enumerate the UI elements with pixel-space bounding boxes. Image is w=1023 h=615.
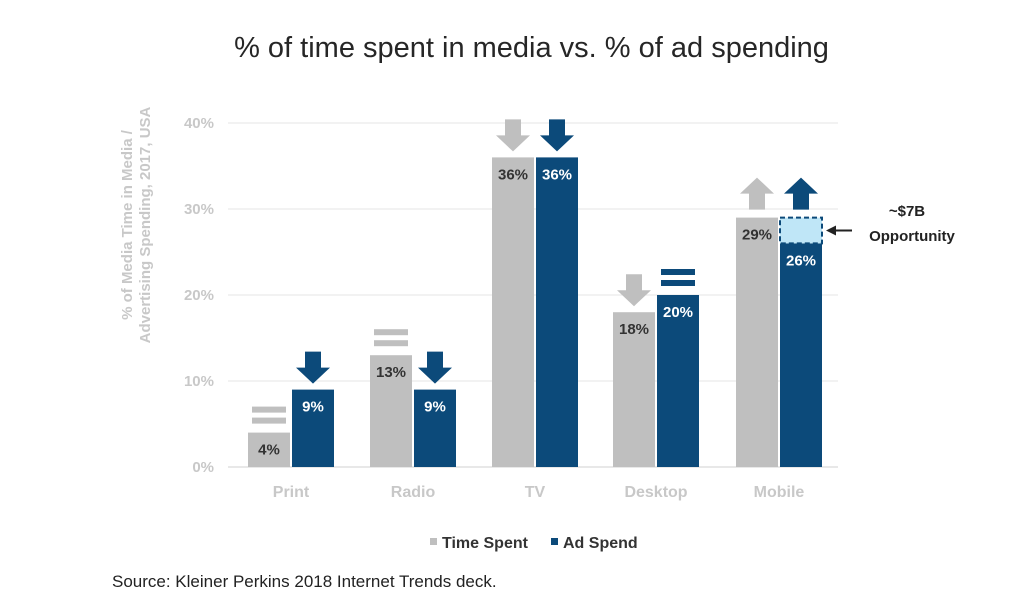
- equal-icon: [374, 329, 408, 336]
- data-label: 9%: [302, 399, 324, 416]
- data-label: 29%: [742, 227, 772, 244]
- arrow-up-icon: [740, 177, 774, 210]
- bar-time-spent: [492, 157, 534, 467]
- data-label: 9%: [424, 399, 446, 416]
- y-tick-label: 20%: [184, 287, 214, 304]
- legend-label: Ad Spend: [563, 535, 638, 552]
- arrow-left-icon: [826, 225, 836, 236]
- x-tick-label: Radio: [391, 484, 436, 501]
- y-axis-label-line: % of Media Time in Media /: [119, 129, 136, 320]
- equal-icon: [661, 280, 695, 286]
- data-label: 13%: [376, 364, 406, 381]
- bar-time-spent: [613, 312, 655, 467]
- data-label: 36%: [498, 166, 528, 183]
- data-label: 4%: [258, 442, 280, 459]
- arrow-down-icon: [418, 351, 452, 384]
- y-tick-label: 0%: [192, 459, 214, 476]
- y-tick-label: 30%: [184, 201, 214, 218]
- opportunity-gap-box: [779, 216, 823, 245]
- equal-icon: [374, 340, 408, 347]
- bar-time-spent: [370, 355, 412, 467]
- legend-swatch: [430, 538, 437, 545]
- source-note: Source: Kleiner Perkins 2018 Internet Tr…: [112, 572, 497, 591]
- chart-title: % of time spent in media vs. % of ad spe…: [234, 32, 829, 64]
- data-label: 18%: [619, 321, 649, 338]
- arrow-down-icon: [617, 274, 651, 307]
- arrow-down-icon: [540, 119, 574, 152]
- bar-time-spent: [736, 217, 778, 467]
- x-tick-label: Print: [273, 484, 310, 501]
- data-label: 26%: [786, 252, 816, 269]
- bar-ad-spend: [536, 157, 578, 467]
- equal-icon: [661, 269, 695, 275]
- equal-icon: [252, 417, 286, 424]
- x-tick-label: Desktop: [624, 484, 687, 501]
- arrow-up-icon: [784, 177, 818, 210]
- bar-ad-spend: [292, 389, 334, 467]
- legend-label: Time Spent: [442, 535, 529, 552]
- y-axis-label-line: Advertising Spending, 2017, USA: [137, 106, 154, 343]
- opportunity-value: ~$7B: [889, 203, 925, 220]
- bar-time-spent: [248, 432, 290, 467]
- arrow-down-icon: [496, 119, 530, 152]
- arrow-down-icon: [296, 351, 330, 384]
- equal-icon: [252, 406, 286, 413]
- x-tick-label: Mobile: [754, 484, 805, 501]
- y-tick-label: 10%: [184, 373, 214, 390]
- data-label: 36%: [542, 166, 572, 183]
- bar-ad-spend: [657, 295, 699, 467]
- bar-ad-spend: [780, 243, 822, 467]
- y-tick-label: 40%: [184, 115, 214, 132]
- opportunity-label: Opportunity: [869, 228, 955, 245]
- legend-swatch: [551, 538, 558, 545]
- x-tick-label: TV: [525, 484, 546, 501]
- bar-ad-spend: [414, 389, 456, 467]
- data-label: 20%: [663, 304, 693, 321]
